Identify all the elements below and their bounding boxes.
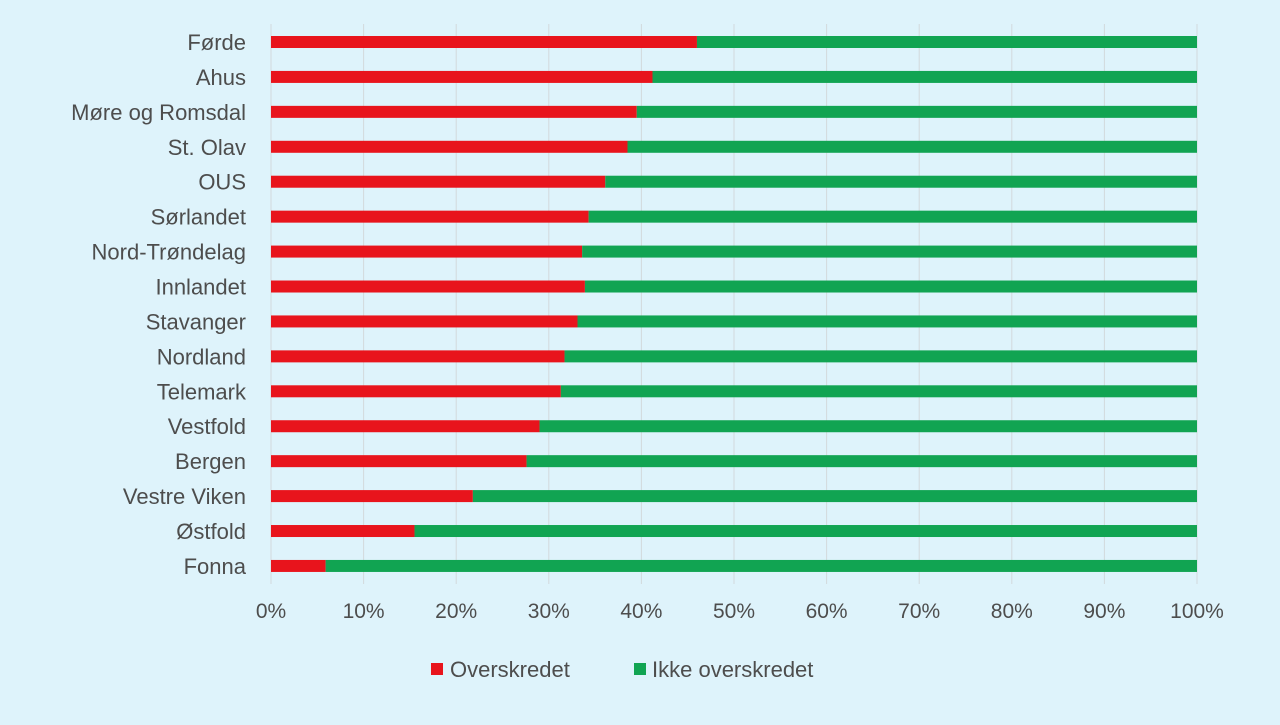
- bar-overskredet: [271, 140, 628, 153]
- bar-overskredet: [271, 175, 606, 188]
- bar-ikke-overskredet: [472, 490, 1197, 503]
- bar-ikke-overskredet: [696, 36, 1197, 48]
- bars: [271, 36, 1197, 572]
- x-tick-label: 80%: [991, 600, 1033, 623]
- category-label: Nord-Trøndelag: [92, 240, 246, 265]
- x-tick-label: 0%: [256, 600, 286, 623]
- x-tick-label: 100%: [1170, 600, 1224, 623]
- bar-ikke-overskredet: [564, 350, 1197, 363]
- category-label: Stavanger: [146, 309, 246, 334]
- category-label: St. Olav: [168, 135, 246, 160]
- bar-overskredet: [271, 315, 578, 328]
- x-tick-label: 90%: [1083, 600, 1125, 623]
- category-label: Ahus: [196, 65, 246, 90]
- bar-overskredet: [271, 525, 415, 538]
- x-axis-tick-labels: 0% 10% 20% 30% 40% 50% 60% 70% 80% 90% 100%: [256, 600, 1224, 623]
- bar-ikke-overskredet: [582, 245, 1197, 258]
- bar-ikke-overskredet: [627, 140, 1197, 153]
- category-label: Møre og Romsdal: [71, 100, 246, 125]
- category-label: Innlandet: [155, 275, 246, 300]
- bar-ikke-overskredet: [414, 525, 1197, 538]
- x-tick-label: 10%: [343, 600, 385, 623]
- category-label: Sørlandet: [151, 205, 246, 230]
- bar-ikke-overskredet: [584, 280, 1197, 293]
- bar-overskredet: [271, 36, 697, 48]
- bar-ikke-overskredet: [325, 559, 1197, 572]
- x-tick-label: 20%: [435, 600, 477, 623]
- x-tick-label: 60%: [806, 600, 848, 623]
- bar-overskredet: [271, 490, 473, 503]
- category-label: Østfold: [176, 519, 246, 544]
- bar-ikke-overskredet: [605, 175, 1197, 188]
- bar-ikke-overskredet: [588, 210, 1197, 223]
- bar-overskredet: [271, 210, 589, 223]
- bar-overskredet: [271, 245, 583, 258]
- bar-overskredet: [271, 559, 326, 572]
- bar-ikke-overskredet: [526, 455, 1197, 468]
- bar-ikke-overskredet: [652, 70, 1197, 83]
- category-label: Nordland: [157, 344, 246, 369]
- bar-overskredet: [271, 385, 561, 398]
- category-label: Fonna: [184, 554, 247, 579]
- category-labels: Førde Ahus Møre og Romsdal St. Olav OUS Sørla…: [71, 30, 247, 579]
- bar-overskredet: [271, 280, 585, 293]
- x-tick-label: 30%: [528, 600, 570, 623]
- x-tick-label: 40%: [620, 600, 662, 623]
- bar-overskredet: [271, 105, 637, 118]
- category-label: Vestre Viken: [123, 484, 246, 509]
- x-tick-label: 50%: [713, 600, 755, 623]
- bar-overskredet: [271, 455, 527, 468]
- bar-ikke-overskredet: [577, 315, 1197, 328]
- legend: Overskredet Ikke overskredet: [431, 657, 813, 682]
- legend-swatch: [431, 663, 443, 675]
- category-label: OUS: [198, 170, 246, 195]
- legend-swatch: [634, 663, 646, 675]
- bar-ikke-overskredet: [539, 420, 1197, 433]
- legend-label: Ikke overskredet: [652, 657, 813, 682]
- bar-ikke-overskredet: [560, 385, 1197, 398]
- category-label: Telemark: [157, 379, 247, 404]
- bar-overskredet: [271, 420, 540, 433]
- bar-ikke-overskredet: [636, 105, 1197, 118]
- category-label: Bergen: [175, 449, 246, 474]
- category-label: Vestfold: [168, 414, 246, 439]
- category-label: Førde: [187, 30, 246, 55]
- bar-overskredet: [271, 70, 653, 83]
- legend-label: Overskredet: [450, 657, 570, 682]
- bar-overskredet: [271, 350, 565, 363]
- x-tick-label: 70%: [898, 600, 940, 623]
